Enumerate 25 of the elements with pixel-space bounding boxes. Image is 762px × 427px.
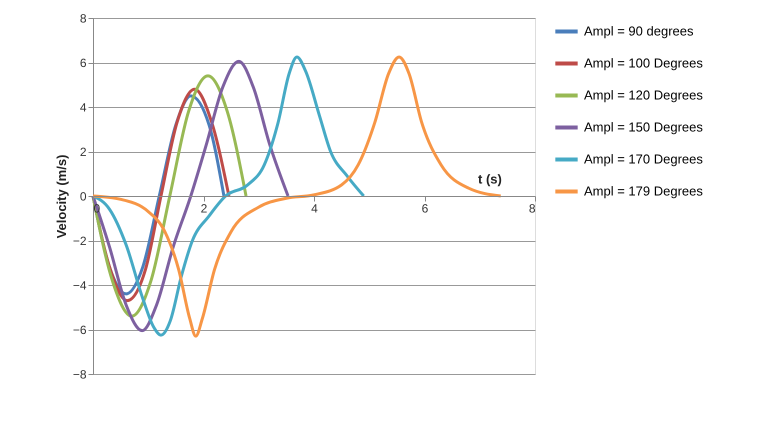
- y-tick-label: −4: [72, 278, 87, 292]
- legend-label: Ampl = 170 Degrees: [584, 152, 704, 166]
- legend-label: Ampl = 100 Degrees: [584, 56, 704, 70]
- y-tick-label: −2: [72, 234, 87, 248]
- legend-label: Ampl = 150 Degrees: [584, 120, 704, 134]
- x-axis-title: t (s): [478, 172, 502, 186]
- line-series: [92, 55, 502, 338]
- y-axis-title: Velocity (m/s): [54, 154, 69, 238]
- legend-label: Ampl = 120 Degrees: [584, 88, 704, 102]
- line-series: [92, 55, 366, 337]
- y-tick-label: 0: [80, 190, 87, 204]
- legend-label: Ampl = 90 degrees: [584, 24, 694, 38]
- y-tick-label: 4: [80, 100, 87, 114]
- y-tick-label: 2: [80, 145, 87, 159]
- x-tick-label: 4: [311, 202, 318, 216]
- x-tick-label: 2: [200, 202, 208, 216]
- y-tick-label: −8: [72, 368, 87, 382]
- y-tick-label: 8: [80, 12, 87, 26]
- line-series: [92, 60, 290, 332]
- legend-label: Ampl = 179 Degrees: [584, 184, 704, 198]
- x-tick-label: 6: [422, 202, 429, 216]
- x-tick-label: 8: [528, 202, 536, 216]
- y-tick-label: −6: [72, 323, 87, 337]
- y-tick-label: 6: [80, 56, 87, 70]
- line-series: [92, 74, 248, 318]
